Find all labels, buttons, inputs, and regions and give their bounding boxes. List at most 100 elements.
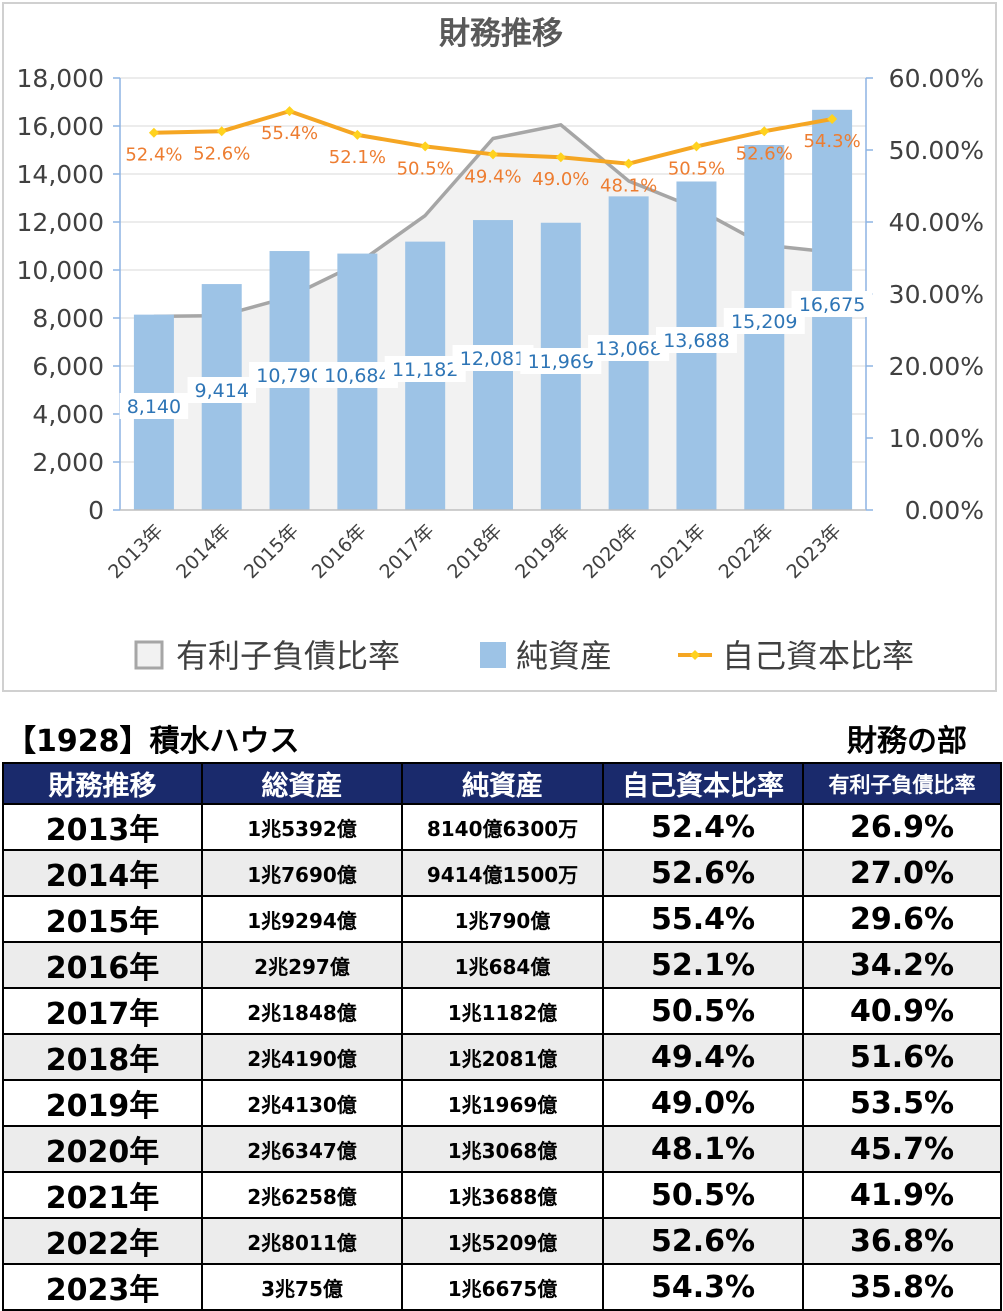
- equity-ratio-data-label: 52.4%: [125, 145, 182, 166]
- cell-equity-ratio: 48.1%: [602, 1125, 804, 1173]
- cell-net-assets: 1兆790億: [401, 895, 604, 943]
- x-axis-category-label: 2022年: [715, 520, 778, 583]
- net-assets-data-label: 15,209: [731, 311, 797, 333]
- right-axis-tick-label: 20.00%: [889, 352, 984, 381]
- legend-swatch-debt-ratio: [134, 640, 164, 670]
- table-header-row: 財務推移 総資産 純資産 自己資本比率 有利子負債比率: [2, 762, 1002, 805]
- cell-year: 2023年: [2, 1263, 203, 1311]
- cell-debt-ratio: 53.5%: [802, 1079, 1002, 1127]
- equity-ratio-data-label: 52.6%: [193, 143, 250, 164]
- x-axis-category-label: 2021年: [647, 520, 710, 583]
- net-assets-label-box: [384, 356, 466, 382]
- cell-equity-ratio: 52.1%: [602, 941, 804, 989]
- equity-ratio-marker: [691, 141, 702, 152]
- financial-chart: 財務推移 0 2,000 4,000 6,000 8,000 10,000 12,000 14,…: [17, 16, 984, 675]
- x-axis-category-label: 2023年: [782, 520, 845, 583]
- net-assets-label-box: [520, 348, 602, 374]
- cell-equity-ratio: 52.6%: [602, 849, 804, 897]
- net-assets-data-label: 10,684: [324, 365, 390, 387]
- left-axis-tick-label: 18,000: [17, 64, 104, 93]
- table-row: 2013年 1兆5392億 8140億6300万 52.4% 26.9%: [2, 803, 1002, 851]
- debt-ratio-area-line: [153, 123, 833, 319]
- table-row: 2018年 2兆4190億 1兆2081億 49.4% 51.6%: [2, 1033, 1002, 1081]
- chart-title: 財務推移: [439, 16, 563, 52]
- equity-ratio-marker: [623, 158, 634, 169]
- equity-ratio-marker: [488, 149, 498, 160]
- cell-debt-ratio: 40.9%: [802, 987, 1002, 1035]
- cell-year: 2013年: [2, 803, 203, 851]
- table-body: 2013年 1兆5392億 8140億6300万 52.4% 26.9% 2014年 1兆7…: [2, 803, 1002, 1311]
- left-axis-tick-label: 6,000: [32, 352, 104, 381]
- net-assets-label-box: [119, 393, 189, 419]
- table-row: 2014年 1兆7690億 9414億1500万 52.6% 27.0%: [2, 849, 1002, 897]
- legend-label-net-assets: 純資産: [516, 637, 612, 675]
- equity-ratio-marker: [759, 126, 770, 137]
- equity-ratio-data-label: 52.1%: [329, 147, 386, 168]
- equity-ratio-marker: [420, 141, 431, 152]
- cell-total-assets: 1兆7690億: [201, 849, 403, 897]
- cell-total-assets: 3兆75億: [201, 1263, 403, 1311]
- net-assets-label-box: [791, 291, 873, 317]
- cell-total-assets: 2兆8011億: [201, 1217, 403, 1265]
- left-axis-tick-label: 2,000: [32, 448, 104, 477]
- table-row: 2015年 1兆9294億 1兆790億 55.4% 29.6%: [2, 895, 1002, 943]
- equity-ratio-marker: [284, 106, 295, 117]
- equity-ratio-data-label: 48.1%: [600, 176, 657, 197]
- cell-total-assets: 2兆6258億: [201, 1171, 403, 1219]
- net-assets-data-label: 16,675: [799, 294, 865, 316]
- header-debt-ratio: 有利子負債比率: [802, 762, 1002, 805]
- x-axis-category-label: 2020年: [579, 520, 642, 583]
- equity-ratio-marker: [352, 129, 363, 140]
- cell-net-assets: 1兆684億: [401, 941, 604, 989]
- net-assets-label-box: [588, 335, 670, 361]
- cell-year: 2018年: [2, 1033, 203, 1081]
- cell-total-assets: 2兆1848億: [201, 987, 403, 1035]
- table-row: 2017年 2兆1848億 1兆1182億 50.5% 40.9%: [2, 987, 1002, 1035]
- cell-equity-ratio: 50.5%: [602, 1171, 804, 1219]
- net-assets-data-label: 8,140: [127, 396, 181, 418]
- net-assets-data-label: 13,068: [595, 338, 661, 360]
- cell-total-assets: 2兆4190億: [201, 1033, 403, 1081]
- cell-year: 2017年: [2, 987, 203, 1035]
- cell-debt-ratio: 41.9%: [802, 1171, 1002, 1219]
- cell-total-assets: 2兆4130億: [201, 1079, 403, 1127]
- cell-net-assets: 1兆1182億: [401, 987, 604, 1035]
- header-equity-ratio: 自己資本比率: [602, 762, 804, 805]
- x-axis-category-label: 2014年: [172, 520, 235, 583]
- cell-total-assets: 2兆297億: [201, 941, 403, 989]
- equity-ratio-data-label: 52.6%: [736, 143, 793, 164]
- header-period: 財務推移: [2, 762, 203, 805]
- net-assets-label-box: [249, 362, 331, 388]
- right-axis-tick-label: 30.00%: [889, 280, 984, 309]
- cell-debt-ratio: 34.2%: [802, 941, 1002, 989]
- cell-debt-ratio: 27.0%: [802, 849, 1002, 897]
- left-axis-tick-label: 16,000: [17, 112, 104, 141]
- right-axis-tick-label: 0.00%: [905, 496, 984, 525]
- cell-year: 2020年: [2, 1125, 203, 1173]
- cell-equity-ratio: 50.5%: [602, 987, 804, 1035]
- cell-equity-ratio: 52.6%: [602, 1217, 804, 1265]
- cell-net-assets: 1兆1969億: [401, 1079, 604, 1127]
- cell-equity-ratio: 49.4%: [602, 1033, 804, 1081]
- header-total-assets: 総資産: [201, 762, 403, 805]
- right-axis-tick-label: 10.00%: [889, 424, 984, 453]
- equity-ratio-data-label: 55.4%: [261, 123, 318, 144]
- equity-ratio-data-label: 49.4%: [464, 166, 521, 187]
- cell-year: 2015年: [2, 895, 203, 943]
- financial-table: 財務推移 総資産 純資産 自己資本比率 有利子負債比率 2013年 1兆5392億…: [2, 762, 1002, 1311]
- left-axis-tick-label: 10,000: [17, 256, 104, 285]
- equity-ratio-marker: [827, 114, 838, 125]
- cell-year: 2022年: [2, 1217, 203, 1265]
- net-assets-label-box: [452, 345, 534, 371]
- equity-ratio-marker: [555, 152, 566, 163]
- equity-ratio-marker: [216, 126, 227, 137]
- cell-debt-ratio: 29.6%: [802, 895, 1002, 943]
- net-assets-data-label: 13,688: [663, 330, 729, 352]
- cell-total-assets: 2兆6347億: [201, 1125, 403, 1173]
- legend-marker-equity-ratio: [690, 650, 700, 660]
- net-assets-label-box: [187, 377, 256, 403]
- equity-ratio-data-label: 50.5%: [397, 158, 454, 179]
- cell-net-assets: 1兆3688億: [401, 1171, 604, 1219]
- net-assets-label-box: [723, 308, 805, 334]
- right-axis-tick-label: 60.00%: [889, 64, 984, 93]
